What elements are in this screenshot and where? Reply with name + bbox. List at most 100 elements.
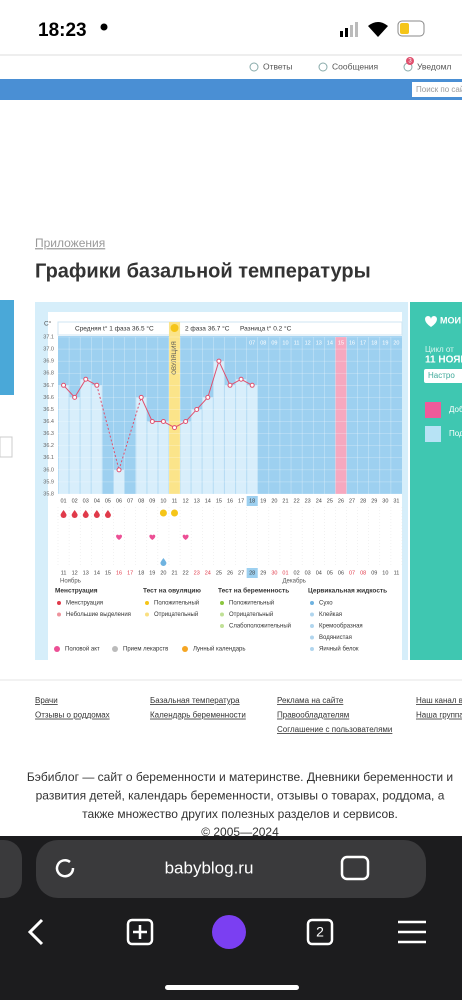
nav-link[interactable]: Ответы bbox=[263, 61, 292, 71]
x-tick-label: 19 bbox=[260, 498, 266, 504]
url-bar[interactable] bbox=[36, 840, 426, 898]
more-icon[interactable] bbox=[425, 426, 441, 442]
plus bbox=[133, 925, 147, 939]
date-label: 26 bbox=[227, 570, 233, 576]
bbt-chart: Средняя t° 1 фаза 36.5 °C 2 фаза 36.7 °C Р… bbox=[43, 320, 403, 653]
legend-item: Лунный календарь bbox=[193, 646, 246, 653]
legend-icon bbox=[145, 612, 149, 617]
alice-button[interactable] bbox=[212, 915, 246, 949]
footer-link[interactable]: Календарь беременности bbox=[150, 711, 246, 720]
bar bbox=[213, 361, 224, 494]
summary: 2 фаза 36.7 °C bbox=[185, 325, 230, 333]
footer-link[interactable]: Реклама на сайте bbox=[277, 696, 344, 705]
y-tick-label: 37.0 bbox=[43, 347, 54, 353]
legend-item: Половой акт bbox=[65, 646, 100, 653]
footer-link[interactable]: Отзывы о роддомах bbox=[35, 711, 110, 720]
new-tab-button[interactable] bbox=[126, 918, 154, 946]
badge-count: 3 bbox=[408, 59, 412, 65]
add-icon[interactable] bbox=[425, 402, 441, 418]
x-tick-label: 07 bbox=[127, 498, 133, 504]
date-label: 22 bbox=[183, 570, 189, 576]
date-label: 20 bbox=[160, 570, 166, 576]
settings-button[interactable] bbox=[424, 369, 462, 383]
prev-tab[interactable] bbox=[0, 840, 22, 898]
x-tick-label: 01 bbox=[60, 498, 66, 504]
point bbox=[172, 425, 178, 431]
y-tick-label: 36.2 bbox=[43, 443, 54, 449]
footer-link[interactable]: Соглашение с пользователями bbox=[277, 725, 392, 734]
x-tick-label: 24 bbox=[316, 498, 322, 504]
cycle-day: 15 bbox=[338, 340, 344, 346]
point bbox=[227, 382, 233, 388]
footer-link[interactable]: Правообладателям bbox=[277, 711, 349, 720]
bar bbox=[91, 385, 102, 494]
line-segment bbox=[185, 409, 198, 422]
date-label: 12 bbox=[72, 570, 78, 576]
menstruation-mark bbox=[104, 510, 111, 518]
breadcrumb[interactable]: Приложения bbox=[35, 236, 105, 250]
legend-icon bbox=[310, 624, 314, 628]
legend-item: Небольшие выделения bbox=[66, 612, 131, 618]
intercourse-mark bbox=[116, 534, 123, 540]
legend-icon bbox=[182, 646, 188, 652]
date-label: 09 bbox=[371, 570, 377, 576]
point bbox=[94, 382, 100, 388]
x-tick-label: 25 bbox=[327, 498, 333, 504]
date-label: 03 bbox=[305, 570, 311, 576]
about-text: также множество других полезных разделов… bbox=[82, 807, 398, 821]
nav-icon bbox=[249, 62, 259, 72]
x-tick-label: 11 bbox=[172, 498, 178, 504]
bar bbox=[191, 409, 202, 494]
x-tick-label: 26 bbox=[338, 498, 344, 504]
line-segment bbox=[118, 397, 142, 470]
cycle-day: 14 bbox=[327, 340, 333, 346]
menu-button[interactable] bbox=[398, 920, 426, 944]
footer-link[interactable]: Наша группа bbox=[416, 711, 462, 720]
legend-item: Слабоположительный bbox=[229, 623, 291, 630]
y-tick-label: 36.0 bbox=[43, 467, 54, 473]
footer-link[interactable]: Врачи bbox=[35, 696, 58, 705]
about-text: развития детей, календарь беременности, … bbox=[36, 789, 445, 803]
x-tick-label: 23 bbox=[305, 498, 311, 504]
legend-icon bbox=[112, 646, 118, 652]
cycle-date: 11 НОЯБ bbox=[425, 355, 462, 366]
legend-item: Положительный bbox=[154, 600, 199, 607]
date-label: 13 bbox=[83, 570, 89, 576]
legend-item: Положительный bbox=[229, 600, 274, 607]
bar bbox=[136, 397, 147, 494]
tabs-button[interactable] bbox=[306, 918, 334, 946]
y-tick-label: 36.1 bbox=[43, 455, 54, 461]
nav-link[interactable]: Уведомл bbox=[417, 61, 451, 71]
ovulation-test-mark bbox=[159, 509, 167, 517]
legend-item: Менструация bbox=[66, 601, 103, 607]
y-tick-label: 36.3 bbox=[43, 431, 54, 437]
chat-icon[interactable] bbox=[340, 855, 370, 881]
date-label: 18 bbox=[138, 570, 144, 576]
y-tick-label: 36.8 bbox=[43, 371, 54, 377]
footer-link[interactable]: Базальная температура bbox=[150, 696, 240, 705]
back-button[interactable] bbox=[27, 918, 44, 946]
menstruation-mark bbox=[60, 510, 67, 518]
legend-icon bbox=[145, 601, 149, 605]
date-label: 06 bbox=[338, 570, 344, 576]
y-tick-label: 36.4 bbox=[43, 419, 54, 425]
nav-link[interactable]: Сообщения bbox=[332, 61, 379, 71]
footer-link[interactable]: Наш канал в bbox=[416, 696, 462, 705]
legend-item: Кремообразная bbox=[319, 624, 363, 630]
month-label: Ноябрь bbox=[60, 579, 81, 585]
y-label: C° bbox=[44, 320, 52, 328]
y-tick-label: 37.1 bbox=[43, 334, 54, 340]
legend-icon bbox=[54, 646, 60, 652]
clock: 18:23 bbox=[38, 20, 87, 41]
reload-icon[interactable] bbox=[55, 859, 75, 878]
x-tick-label: 29 bbox=[371, 498, 377, 504]
search-placeholder: Поиск по сай bbox=[416, 85, 462, 94]
line-segment bbox=[196, 397, 209, 410]
bar bbox=[58, 385, 69, 494]
x-tick-label: 06 bbox=[116, 498, 122, 504]
x-tick-label: 17 bbox=[238, 498, 244, 504]
bar bbox=[236, 379, 247, 494]
search-box[interactable] bbox=[412, 82, 462, 97]
cycle-day: 17 bbox=[360, 340, 366, 346]
date-label: 11 bbox=[61, 570, 67, 576]
